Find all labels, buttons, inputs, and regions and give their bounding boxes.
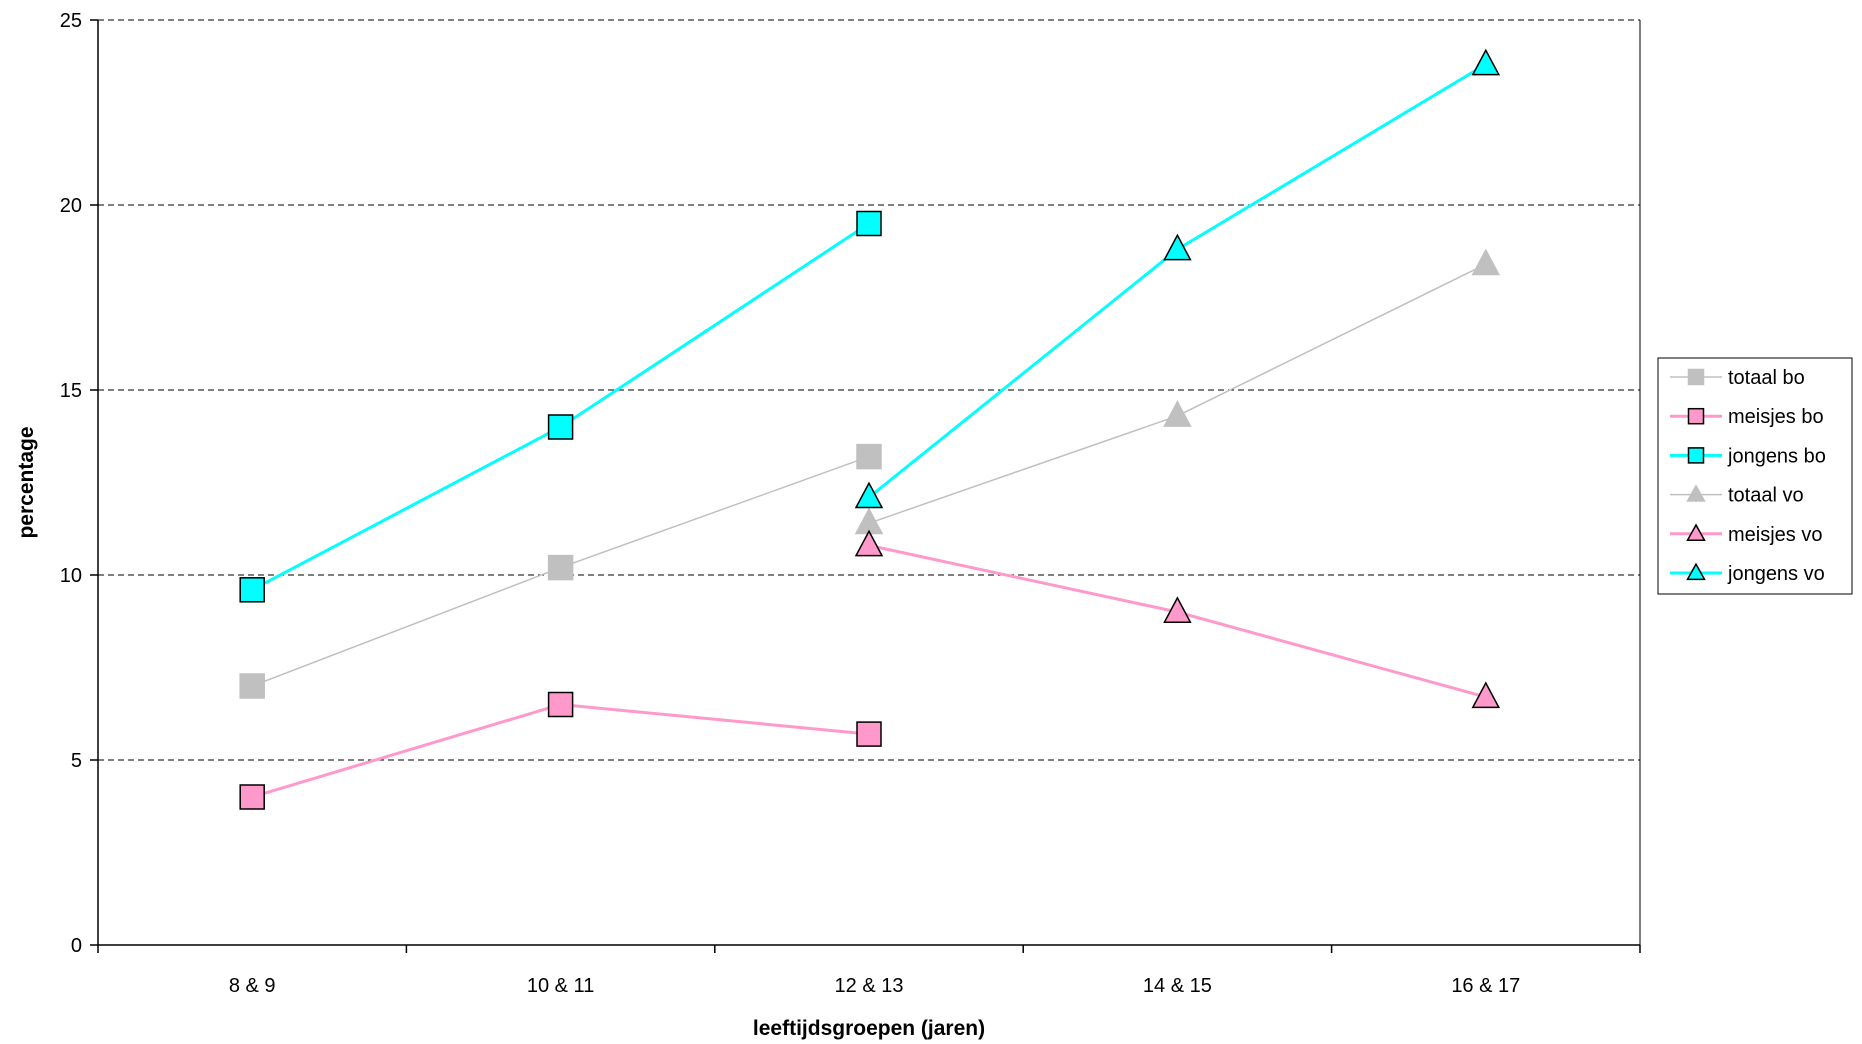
data-point-meisjes-bo xyxy=(547,691,574,718)
legend-marker xyxy=(1686,523,1706,541)
data-point-jongens-vo xyxy=(854,481,884,509)
data-point-jongens-bo xyxy=(239,577,265,603)
legend-item: jongens vo xyxy=(1670,562,1825,585)
data-point-totaal-vo xyxy=(1471,248,1501,276)
data-point-totaal-bo xyxy=(547,554,574,581)
legend-label: jongens vo xyxy=(1727,563,1825,585)
data-point-meisjes-bo xyxy=(856,721,882,747)
y-tick-label: 20 xyxy=(60,195,82,217)
y-tick-label: 10 xyxy=(60,565,82,587)
legend-marker xyxy=(1686,562,1706,581)
legend-label: jongens bo xyxy=(1727,445,1826,467)
legend-label: totaal bo xyxy=(1728,367,1805,389)
x-tick-label: 12 & 13 xyxy=(835,975,904,997)
x-tick-label: 16 & 17 xyxy=(1451,975,1520,997)
data-point-meisjes-bo xyxy=(239,784,265,810)
data-point-meisjes-vo xyxy=(1163,596,1192,624)
legend-item: jongens bo xyxy=(1670,445,1826,467)
x-tick-label: 10 & 11 xyxy=(527,975,594,997)
series-markers xyxy=(239,48,1501,810)
legend-box xyxy=(1657,357,1853,595)
data-point-jongens-bo xyxy=(856,210,882,237)
x-tick-label: 8 & 9 xyxy=(229,975,276,997)
data-point-totaal-bo xyxy=(239,673,265,699)
legend-marker xyxy=(1687,407,1705,425)
data-point-jongens-bo xyxy=(547,414,574,440)
y-axis-ticks: 0 5 10 15 20 25 xyxy=(60,10,98,957)
legend-item: meisjes bo xyxy=(1670,406,1824,428)
legend-marker xyxy=(1687,368,1705,386)
legend-marker xyxy=(1686,484,1706,502)
y-tick-label: 5 xyxy=(71,750,82,772)
legend-item: totaal bo xyxy=(1670,367,1805,389)
axes xyxy=(97,20,1641,946)
data-point-meisjes-vo xyxy=(854,529,884,557)
legend: totaal bo meisjes bo jongens bo totaal vo me… xyxy=(1657,357,1853,595)
legend-label: meisjes vo xyxy=(1728,524,1822,546)
legend-label: totaal vo xyxy=(1728,485,1804,507)
legend-item: meisjes vo xyxy=(1670,523,1822,546)
legend-marker xyxy=(1687,447,1705,464)
x-axis-ticks: 8 & 9 10 & 11 12 & 13 14 & 15 16 & 17 xyxy=(97,945,1641,997)
data-point-jongens-vo xyxy=(1163,233,1192,261)
y-tick-label: 0 xyxy=(71,935,82,957)
legend-item: totaal vo xyxy=(1670,484,1804,507)
data-point-totaal-vo xyxy=(1163,400,1192,427)
y-axis-title: percentage xyxy=(15,426,38,538)
x-axis-title: leeftijdsgroepen (jaren) xyxy=(753,1017,985,1040)
gridlines xyxy=(98,19,1640,761)
y-tick-label: 25 xyxy=(60,10,82,32)
data-point-totaal-bo xyxy=(856,443,882,470)
x-tick-label: 14 & 15 xyxy=(1143,975,1212,997)
y-tick-label: 15 xyxy=(60,380,82,402)
data-point-jongens-vo xyxy=(1471,48,1501,76)
legend-label: meisjes bo xyxy=(1728,406,1824,428)
data-point-meisjes-vo xyxy=(1471,681,1501,709)
